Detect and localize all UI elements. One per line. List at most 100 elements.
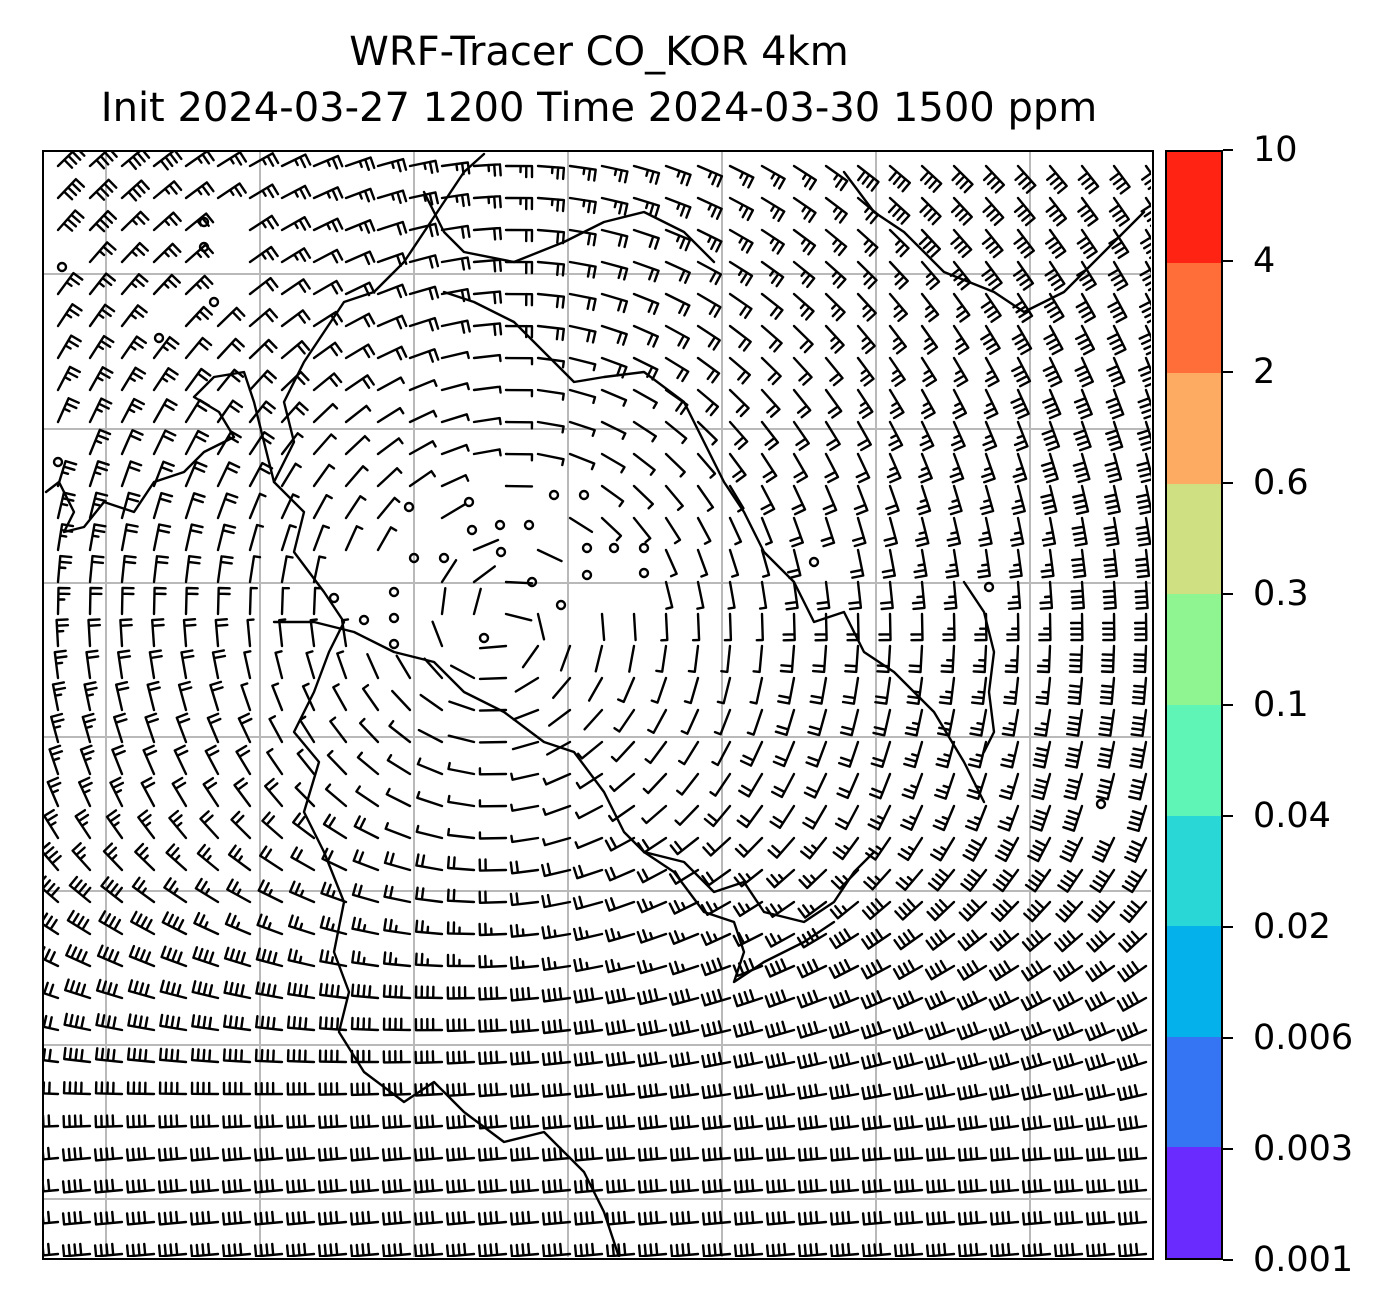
wind-barb <box>952 324 970 355</box>
wind-barb <box>957 1178 988 1194</box>
wind-barb <box>248 245 279 264</box>
wind-barb <box>764 1020 796 1039</box>
wind-barb <box>678 740 700 766</box>
wind-barb <box>887 196 911 225</box>
wind-barb <box>990 899 1020 922</box>
wind-barb <box>322 813 348 840</box>
wind-barb <box>935 740 956 769</box>
wind-barb <box>860 1021 892 1040</box>
wind-barb <box>376 467 403 488</box>
wind-barb <box>71 842 92 872</box>
wind-barb <box>668 960 700 976</box>
wind-barb <box>989 1210 1020 1226</box>
wind-barb <box>344 465 369 488</box>
wind-barb <box>472 322 503 337</box>
wind-barb <box>728 484 745 513</box>
wind-barb <box>320 881 348 904</box>
wind-barb <box>408 159 439 174</box>
wind-barb <box>120 523 139 552</box>
wind-barb <box>221 1146 252 1162</box>
wind-barb <box>664 420 688 445</box>
wind-barb <box>190 1047 220 1064</box>
wind-barb <box>573 1210 604 1226</box>
wind-barb <box>733 1210 764 1226</box>
wind-barb <box>772 740 796 768</box>
wind-barb <box>1076 228 1098 259</box>
wind-barb <box>248 369 277 392</box>
wind-barb <box>760 452 778 483</box>
wind-barb <box>861 928 892 950</box>
wind-barb <box>280 462 302 488</box>
wind-barb <box>376 406 405 424</box>
wind-barb <box>676 772 700 796</box>
wind-barb <box>1117 1084 1148 1101</box>
wind-barb <box>701 1114 732 1131</box>
wind-barb <box>895 868 924 891</box>
wind-barb <box>723 612 733 642</box>
wind-barb <box>981 452 996 484</box>
wind-barb <box>1064 740 1084 769</box>
wind-barb <box>440 559 458 584</box>
wind-barb <box>870 740 892 768</box>
wind-barb <box>44 946 60 968</box>
wind-barb <box>120 335 147 360</box>
wind-barb <box>733 1146 764 1162</box>
wind-barb <box>765 1115 796 1131</box>
wind-barb <box>764 932 796 948</box>
wind-barb <box>120 460 143 488</box>
wind-barb <box>1014 164 1037 194</box>
wind-barb <box>1020 1052 1052 1071</box>
wind-barb <box>509 1114 540 1130</box>
wind-barb <box>1042 388 1062 420</box>
wind-barb <box>448 700 476 712</box>
wind-barb <box>152 242 182 264</box>
wind-barb <box>113 712 128 744</box>
wind-barb <box>863 868 892 891</box>
map-coastlines <box>44 152 1146 1257</box>
wind-barb <box>290 846 316 872</box>
wind-barb <box>417 728 444 744</box>
wind-barb <box>952 356 969 388</box>
calm-wind-marker <box>548 489 560 501</box>
wind-barb <box>478 986 508 1001</box>
wind-barb <box>1008 548 1023 579</box>
wind-barb <box>344 219 376 234</box>
wind-barb <box>376 345 408 361</box>
wind-barb <box>861 1083 892 1101</box>
wind-barb <box>541 1242 572 1257</box>
wind-barb <box>573 926 604 941</box>
wind-barb <box>254 1048 284 1064</box>
wind-barb <box>760 228 785 255</box>
calm-wind-marker <box>52 456 64 468</box>
wind-barb <box>664 324 690 350</box>
wind-barb <box>605 1242 636 1257</box>
wind-barb <box>62 1114 92 1129</box>
wind-barb <box>696 196 723 220</box>
wind-barb <box>504 260 534 275</box>
wind-barb <box>918 452 933 484</box>
coastline-northeast <box>842 170 1146 314</box>
colorbar-tick <box>1223 815 1233 817</box>
wind-barb <box>901 772 924 800</box>
wind-barb <box>637 1051 668 1068</box>
wind-barb <box>280 340 311 360</box>
wind-barb <box>175 712 191 744</box>
calm-wind-marker <box>358 614 370 626</box>
wind-barb <box>478 1082 508 1098</box>
wind-barb <box>765 1052 796 1069</box>
wind-barb <box>797 1178 828 1194</box>
wind-barb <box>861 1210 892 1226</box>
wind-barb <box>1126 804 1148 833</box>
wind-barb <box>669 1146 700 1162</box>
wind-barb <box>861 898 892 921</box>
wind-barb <box>305 650 316 680</box>
wind-barb <box>349 1242 380 1257</box>
wind-barb <box>256 913 284 936</box>
wind-barb <box>248 492 267 520</box>
wind-barb <box>861 1242 892 1257</box>
wind-barb <box>414 1114 444 1130</box>
wind-barb <box>791 484 807 516</box>
wind-barb <box>568 516 594 534</box>
wind-barb <box>477 1178 508 1194</box>
wind-barb <box>536 548 563 563</box>
